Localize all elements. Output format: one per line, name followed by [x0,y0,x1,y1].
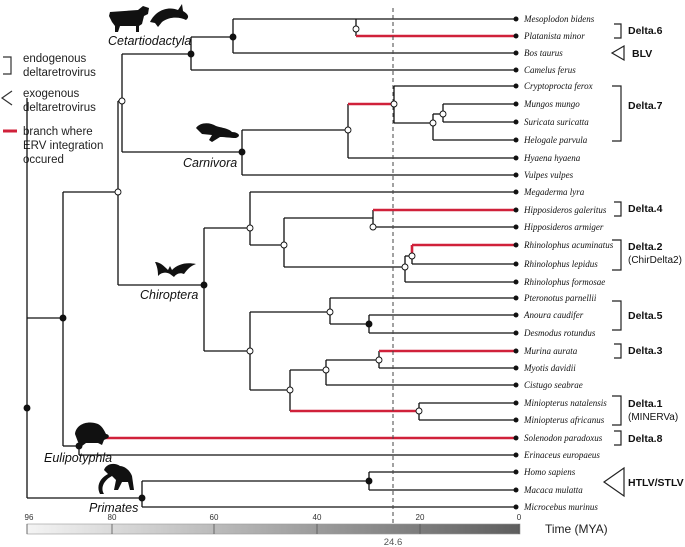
taxon-label: Macaca mulatta [523,485,583,495]
legend: endogenous deltaretrovirus exogenous del… [0,53,103,166]
legend-branch-line3: occured [23,154,64,166]
taxon-label: Rhinolophus lepidus [523,259,598,269]
delta4-bracket [614,201,622,217]
taxon-label: Mesoplodon bidens [523,14,595,24]
taxon-label: Rhinolophus formosae [523,277,605,287]
delta1-label: Delta.1 [628,398,663,410]
taxon-label: Pteronotus parnellii [523,293,597,303]
taxon-label: Vulpes vulpes [524,170,574,180]
exogenous-triangle-icon [0,90,13,106]
taxon-label: Bos taurus [524,48,563,58]
blv-label: BLV [632,48,652,60]
animal-silhouettes [75,4,239,494]
delta2-sub-label: (ChirDelta2) [628,255,682,266]
delta5-label: Delta.5 [628,310,663,322]
taxon-labels: Mesoplodon bidens Platanista minor Bos t… [523,14,614,512]
clade-chiroptera: Chiroptera [140,288,198,302]
delta6-label: Delta.6 [628,25,663,37]
time-axis-bar [26,523,521,535]
taxon-label: Erinaceus europaeus [523,450,600,460]
delta3-bracket [614,343,622,359]
htlv-label: HTLV/STLV [628,477,684,489]
delta1-bracket [612,395,622,426]
taxon-label: Hipposideros galeritus [523,205,607,215]
axis-title: Time (MYA) [545,522,608,536]
taxon-label: Platanista minor [523,31,585,41]
clade-carnivora: Carnivora [183,156,237,170]
tick-label: 96 [25,513,34,522]
delta3-label: Delta.3 [628,345,663,357]
taxon-label: Mungos mungo [523,99,580,109]
taxon-label: Desmodus rotundus [523,328,596,338]
delta7-label: Delta.7 [628,100,663,112]
taxon-label: Rhinolophus acuminatus [523,240,614,250]
taxon-label: Solenodon paradoxus [524,433,603,443]
htlv-triangle-icon [602,466,625,498]
delta6-bracket [614,23,622,39]
delta2-bracket [612,239,622,271]
endogenous-bracket-icon [3,56,12,75]
tick-label: 20 [416,513,425,522]
taxon-label: Microcebus murinus [523,502,598,512]
taxon-label: Suricata suricatta [524,117,589,127]
blv-triangle-icon [610,44,625,62]
tree-nodes [23,16,519,510]
taxon-label: Murina aurata [523,346,578,356]
clade-cetartiodactyla: Cetartiodactyla [108,34,191,48]
group-annotations [602,23,625,498]
clade-eulipotyphla: Eulipotyphla [44,451,112,465]
legend-exogenous-line1: exogenous [23,88,80,100]
taxon-label: Cistugo seabrae [524,380,583,390]
legend-endogenous-line1: endogenous [23,53,87,65]
delta8-label: Delta.8 [628,433,663,445]
tick-label: 80 [108,513,117,522]
taxon-label: Miniopterus natalensis [523,398,607,408]
clade-labels: Cetartiodactyla Carnivora Chiroptera Eul… [44,34,237,515]
delta2-label: Delta.2 [628,241,663,253]
taxon-label: Anoura caudifer [523,310,584,320]
legend-endogenous-line2: deltaretrovirus [23,67,96,79]
mongoose-icon [196,123,239,142]
taxon-label: Miniopterus africanus [523,415,605,425]
taxon-label: Megaderma lyra [523,187,585,197]
taxon-label: Camelus ferus [524,65,576,75]
legend-exogenous-line2: deltaretrovirus [23,102,96,114]
taxon-label: Myotis davidii [523,363,576,373]
clade-primates: Primates [89,501,138,515]
taxon-label: Hyaena hyaena [523,153,581,163]
taxon-label: Cryptoprocta ferox [524,81,593,91]
cow-icon [109,6,149,32]
monkey-icon [98,463,134,494]
delta4-label: Delta.4 [628,203,663,215]
delta5-bracket [612,300,622,331]
tick-label: 0 [517,513,522,522]
tick-label: 40 [313,513,322,522]
delta7-bracket [612,85,622,142]
delta1-sub-label: (MINERVa) [628,412,678,423]
tick-label: 60 [210,513,219,522]
group-labels: Delta.6 BLV Delta.7 Delta.4 Delta.2 (Chi… [628,25,684,489]
hedgehog-icon [75,422,109,446]
time-axis: 96 80 60 40 20 0 24.6 Time (MYA) [25,513,608,547]
taxon-label: Hipposideros armiger [523,222,604,232]
delta8-bracket [614,430,622,446]
legend-branch-line1: branch where [23,126,93,138]
taxon-label: Helogale parvula [523,135,588,145]
bat-icon [155,262,196,277]
legend-branch-line2: ERV integration [23,140,103,152]
taxon-label: Homo sapiens [523,467,576,477]
time-marker-label: 24.6 [384,537,403,547]
dolphin-icon [150,4,189,27]
